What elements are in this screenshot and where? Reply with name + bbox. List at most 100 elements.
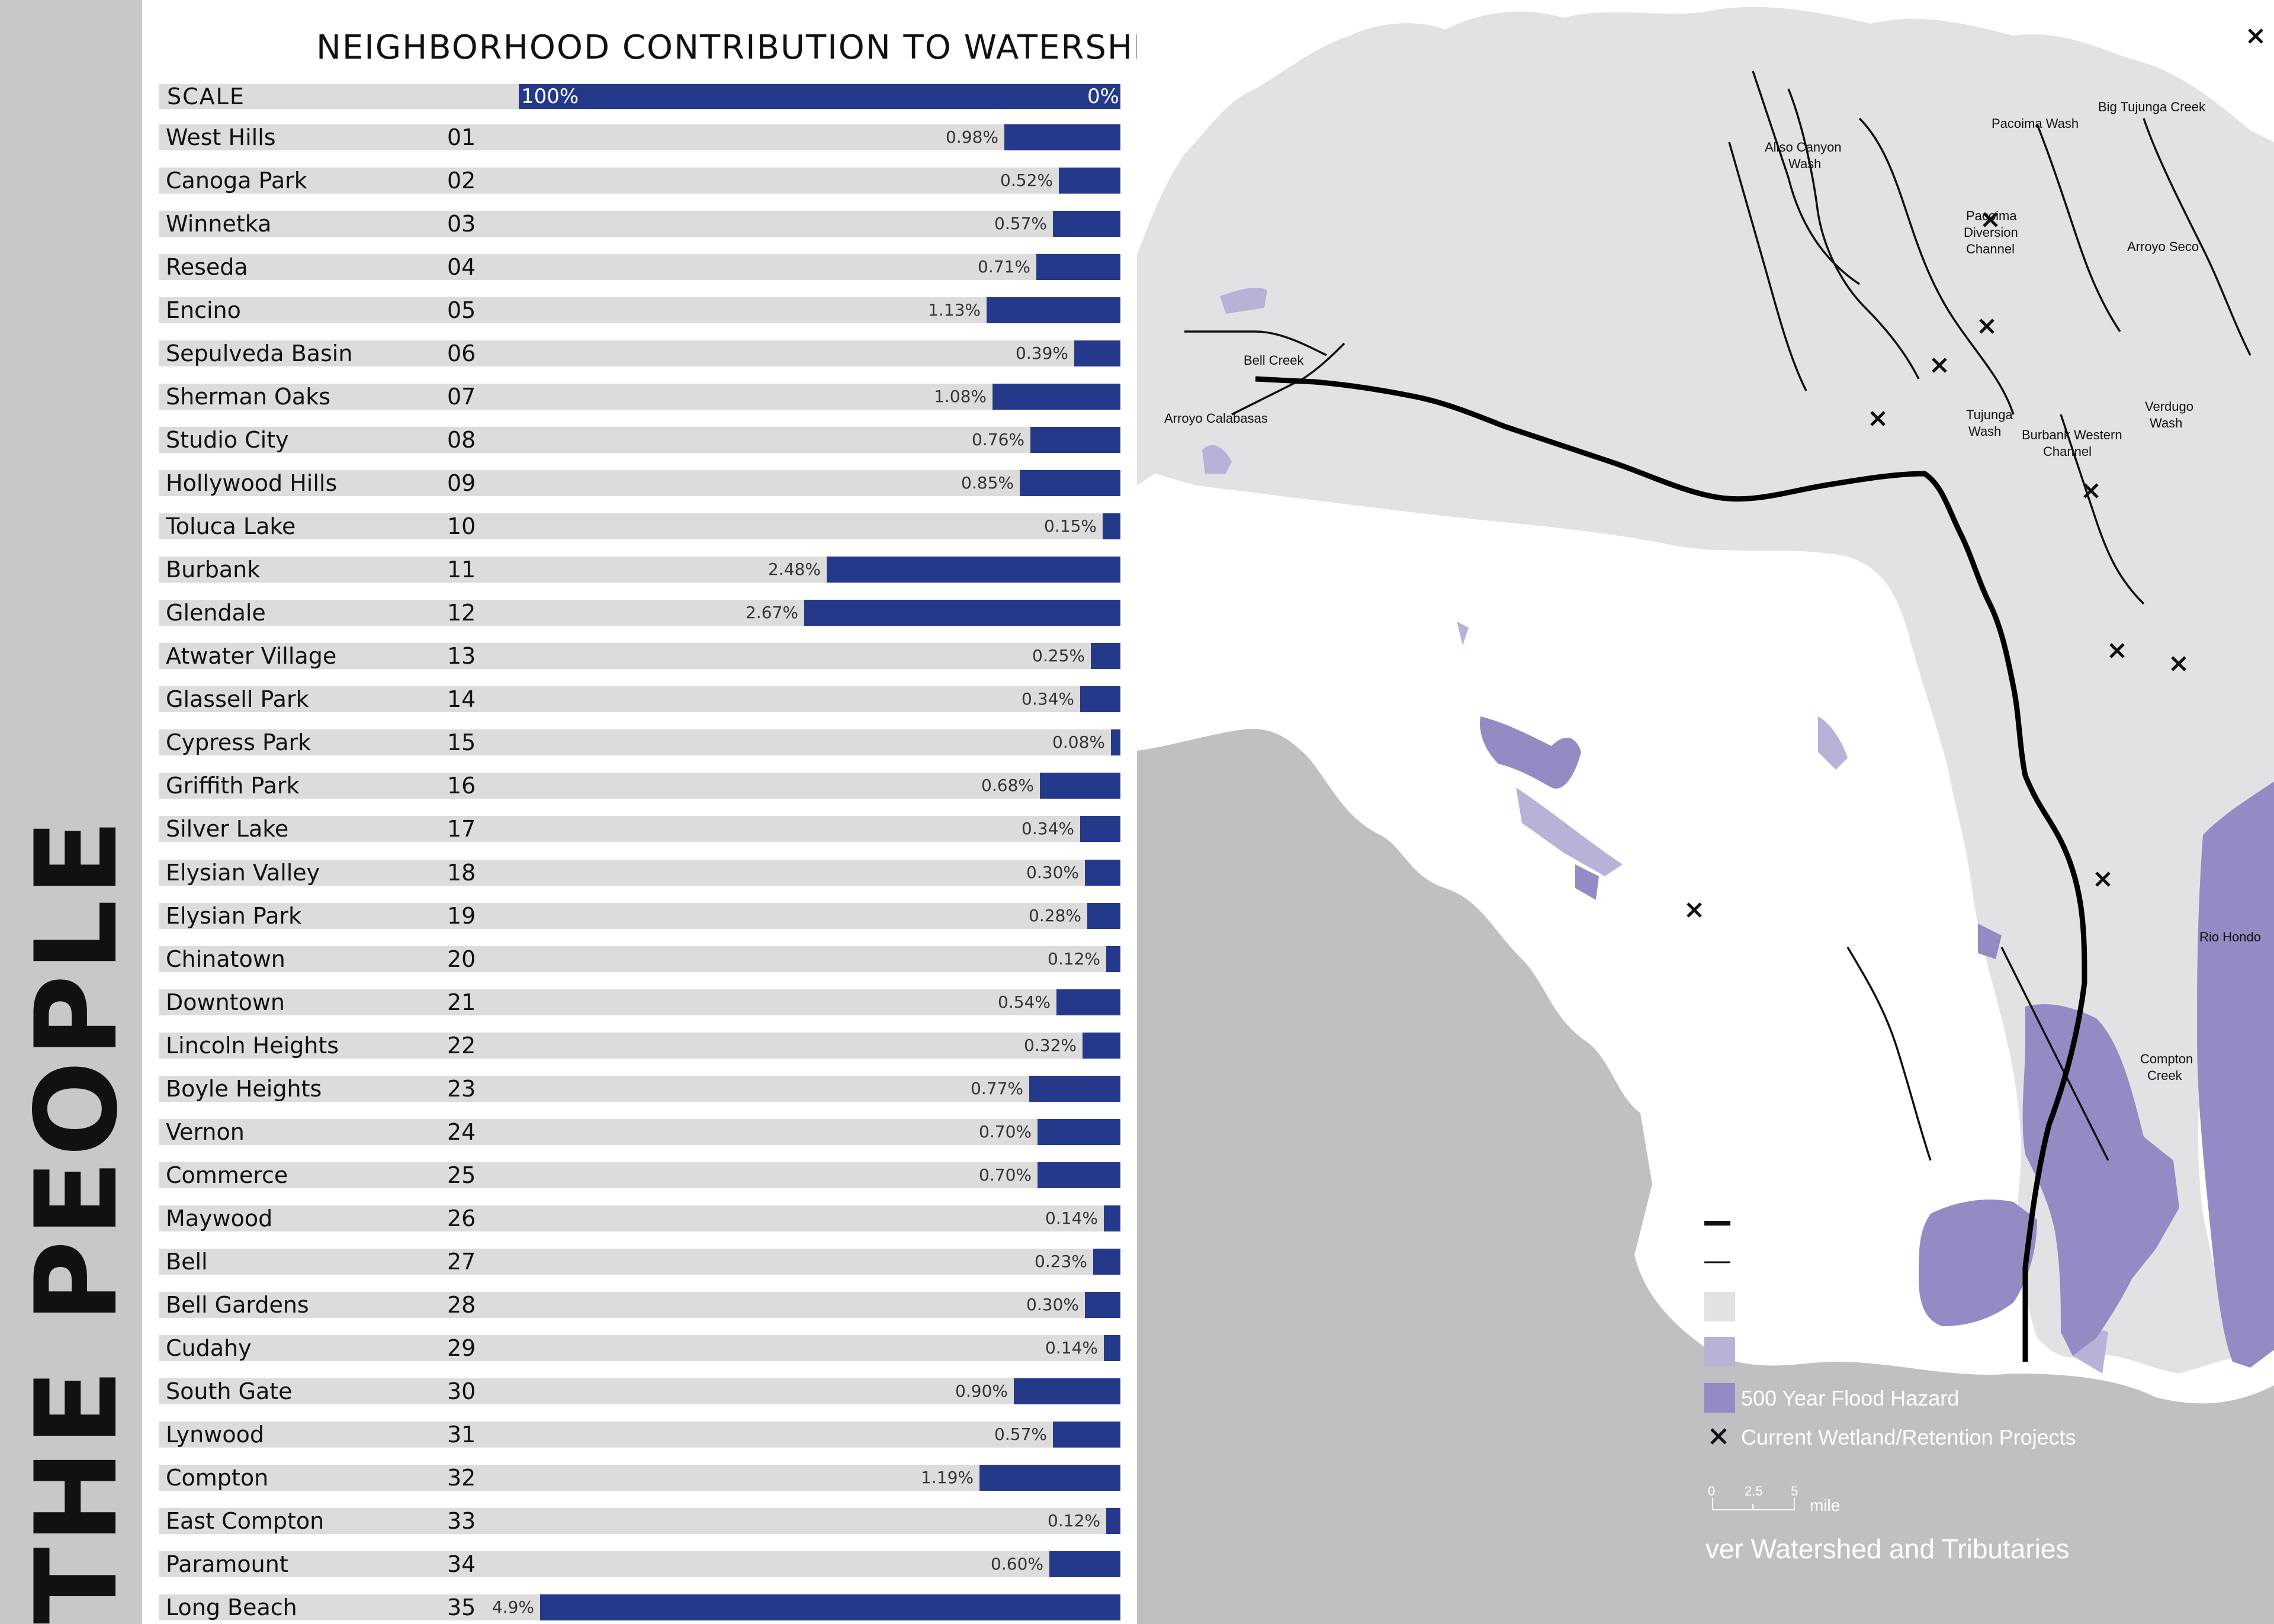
bar-value-label: 0.52% — [994, 168, 1053, 194]
bar — [1080, 816, 1120, 842]
bar-value-label: 0.12% — [1041, 946, 1100, 972]
bar — [1049, 1551, 1120, 1577]
scale-label: SCALE — [167, 84, 245, 109]
bar-row — [159, 989, 1120, 1015]
bar-value-label: 0.76% — [965, 427, 1024, 453]
row-neighborhood-name: Boyle Heights — [166, 1076, 322, 1102]
bar-value-label: 1.13% — [921, 297, 981, 323]
label-verdugo: Verdugo — [2145, 399, 2193, 414]
legend-flood500: 500 Year Flood Hazard — [1741, 1386, 1959, 1410]
watershed-map: Pacoima Wash Big Tujunga Creek Aliso Can… — [1137, 0, 2274, 1624]
label-compton-creek-2: Creek — [2147, 1068, 2183, 1083]
row-neighborhood-name: Commerce — [166, 1162, 288, 1188]
bar-row — [159, 1205, 1120, 1231]
bar-row — [159, 1422, 1120, 1448]
row-number: 09 — [447, 470, 476, 496]
row-number: 10 — [447, 513, 476, 539]
row-neighborhood-name: Bell Gardens — [166, 1292, 309, 1318]
bar — [1029, 1076, 1120, 1102]
svg-text:5: 5 — [1791, 1484, 1798, 1498]
bar — [1104, 1205, 1120, 1231]
row-number: 30 — [447, 1378, 476, 1404]
bar — [1106, 946, 1120, 972]
legend-watershed: Watershed Area — [1741, 1294, 1894, 1318]
svg-text:mile: mile — [1810, 1496, 1840, 1514]
bar — [1103, 513, 1120, 539]
label-compton-creek: Compton — [2140, 1051, 2193, 1066]
row-neighborhood-name: Hollywood Hills — [166, 470, 337, 496]
row-number: 24 — [447, 1119, 476, 1145]
row-neighborhood-name: Toluca Lake — [166, 513, 296, 539]
bar — [1104, 1335, 1120, 1361]
row-number: 23 — [447, 1076, 476, 1102]
label-big-tujunga: Big Tujunga Creek — [2098, 99, 2206, 114]
row-neighborhood-name: Reseda — [166, 254, 248, 280]
bar — [1040, 773, 1120, 799]
row-neighborhood-name: Lincoln Heights — [166, 1033, 339, 1059]
row-neighborhood-name: Studio City — [166, 427, 289, 453]
legend-river: L.A. River — [1741, 1211, 1835, 1235]
row-number: 31 — [447, 1422, 476, 1448]
bar — [1085, 1292, 1120, 1318]
bar-row — [159, 946, 1120, 972]
bar — [1111, 729, 1120, 755]
bar — [827, 557, 1120, 583]
row-number: 14 — [447, 686, 476, 712]
bar — [804, 600, 1120, 626]
bar-value-label: 0.77% — [964, 1076, 1023, 1102]
bar-value-label: 0.90% — [949, 1378, 1008, 1404]
row-number: 27 — [447, 1249, 476, 1275]
bar-value-label: 0.25% — [1026, 643, 1085, 669]
row-number: 35 — [447, 1594, 476, 1620]
row-neighborhood-name: East Compton — [166, 1508, 324, 1534]
bar-value-label: 0.71% — [971, 254, 1030, 280]
row-number: 34 — [447, 1551, 476, 1577]
row-neighborhood-name: Long Beach — [166, 1594, 297, 1620]
row-number: 11 — [447, 557, 476, 583]
bar — [1056, 989, 1120, 1015]
bar — [993, 384, 1120, 410]
row-number: 32 — [447, 1465, 476, 1491]
label-pacoima-div-2: Diversion — [1964, 225, 2018, 240]
bar-row — [159, 903, 1120, 929]
label-pacoima-div-3: Channel — [1966, 242, 2015, 256]
row-neighborhood-name: Sherman Oaks — [166, 384, 330, 410]
svg-text:2.5: 2.5 — [1745, 1484, 1763, 1498]
row-neighborhood-name: Glendale — [166, 600, 266, 626]
label-rio-hondo: Rio Hondo — [2199, 930, 2261, 944]
row-number: 02 — [447, 168, 476, 194]
bar-value-label: 0.32% — [1017, 1033, 1077, 1059]
row-neighborhood-name: Cudahy — [166, 1335, 252, 1361]
bar-value-label: 0.70% — [972, 1119, 1032, 1145]
bar-value-label: 0.57% — [988, 211, 1047, 237]
bar-row — [159, 1551, 1120, 1577]
bar-value-label: 0.34% — [1015, 816, 1074, 842]
bar-row — [159, 1465, 1120, 1491]
bar-value-label: 0.98% — [939, 124, 998, 150]
row-neighborhood-name: Downtown — [166, 989, 285, 1015]
bar-value-label: 0.57% — [988, 1422, 1047, 1448]
bar-row — [159, 211, 1120, 237]
row-neighborhood-name: Griffith Park — [166, 773, 300, 799]
bar — [1036, 254, 1120, 280]
row-neighborhood-name: Winnetka — [166, 211, 271, 237]
scale-left-label: 100% — [521, 84, 579, 109]
bar-value-label: 0.54% — [991, 989, 1051, 1015]
bar-row — [159, 513, 1120, 539]
bar-row — [159, 1335, 1120, 1361]
row-number: 05 — [447, 297, 476, 323]
legend-projects: Current Wetland/Retention Projects — [1741, 1425, 2076, 1449]
bar-value-label: 0.14% — [1039, 1205, 1098, 1231]
row-neighborhood-name: Chinatown — [166, 946, 285, 972]
row-neighborhood-name: Sepulveda Basin — [166, 340, 352, 366]
bar — [1038, 1162, 1120, 1188]
row-number: 08 — [447, 427, 476, 453]
row-number: 29 — [447, 1335, 476, 1361]
bar-value-label: 0.70% — [972, 1162, 1032, 1188]
bar-row — [159, 816, 1120, 842]
bar-value-label: 0.30% — [1020, 860, 1079, 886]
bar-value-label: 0.23% — [1028, 1249, 1087, 1275]
row-neighborhood-name: Atwater Village — [166, 643, 336, 669]
row-number: 07 — [447, 384, 476, 410]
label-tujunga-wash: Wash — [1968, 424, 2001, 439]
